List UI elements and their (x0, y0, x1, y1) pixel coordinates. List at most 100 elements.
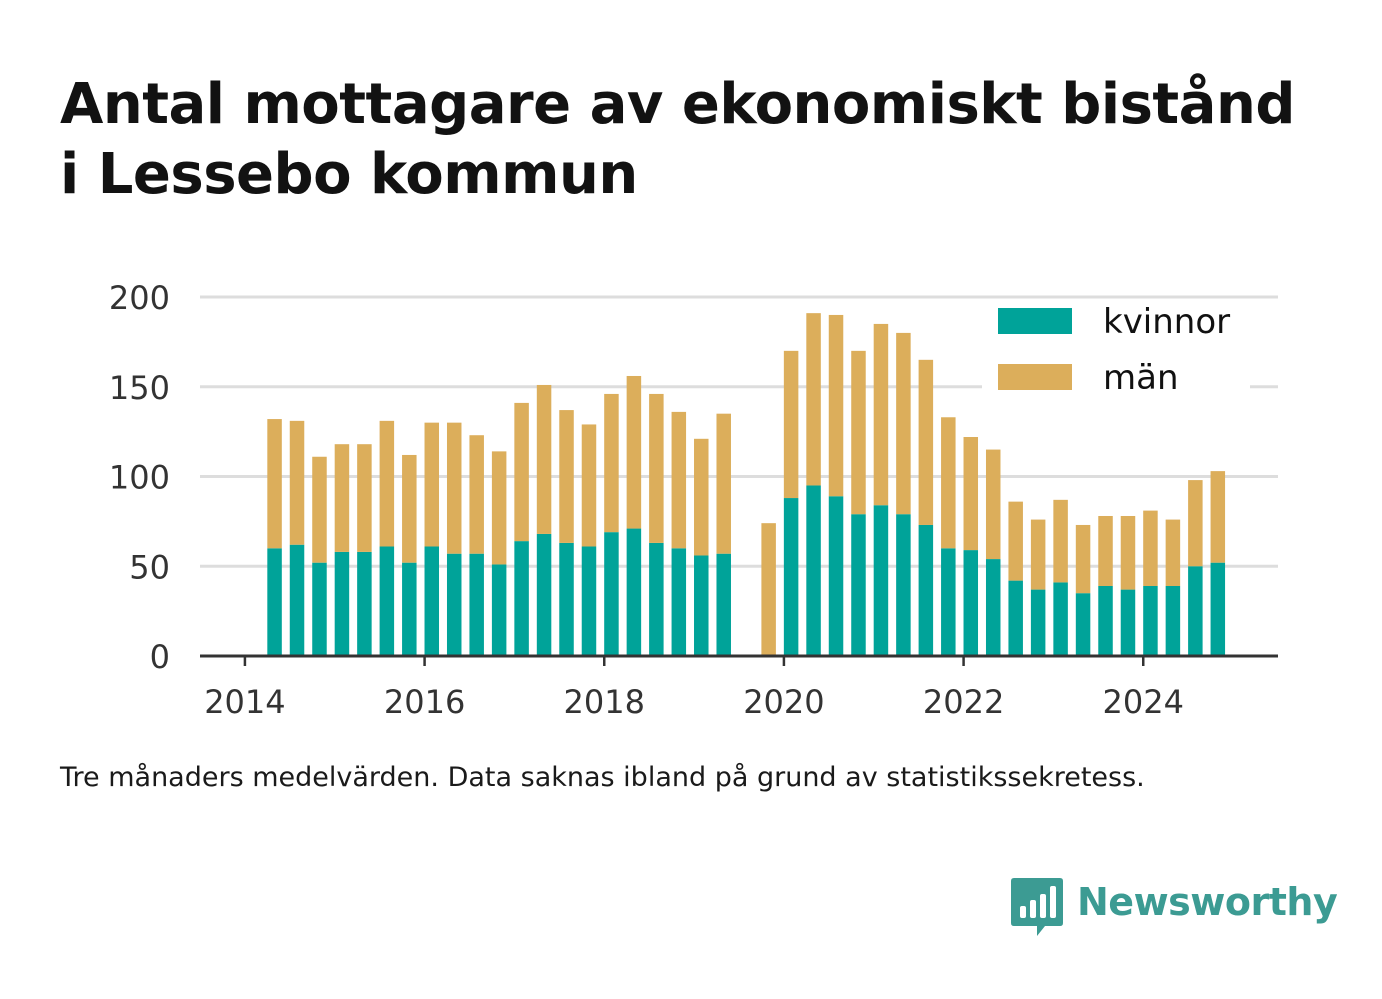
bar-kvinnor (424, 546, 440, 656)
bar-man (604, 393, 619, 533)
bar-man (1075, 524, 1091, 594)
x-tick-label: 2014 (204, 683, 285, 721)
bar-kvinnor (267, 548, 282, 656)
bar-man (469, 435, 484, 554)
bar-man (1143, 510, 1158, 586)
bar-kvinnor (469, 553, 484, 656)
bar-man (963, 437, 979, 551)
bar-man (424, 422, 440, 547)
bar-man (851, 350, 866, 515)
bar-kvinnor (828, 496, 844, 656)
bar-kvinnor (716, 553, 731, 656)
bar-kvinnor (334, 551, 350, 656)
bar-man (806, 313, 821, 486)
bar-kvinnor (289, 544, 305, 656)
bar-man (1053, 499, 1068, 583)
bar-kvinnor (559, 542, 574, 656)
bar-man (716, 413, 731, 554)
bar-man (671, 411, 687, 549)
y-tick-label: 50 (129, 548, 170, 586)
bar-man (649, 393, 664, 543)
bar-kvinnor (357, 551, 372, 656)
bar-man (783, 350, 799, 499)
bar-kvinnor (604, 532, 619, 656)
legend-label: kvinnor (1103, 302, 1230, 342)
bar-man (357, 444, 372, 552)
brand-name: Newsworthy (1077, 880, 1338, 924)
bar-kvinnor (1030, 589, 1046, 656)
bar-man (1120, 515, 1136, 590)
bar-kvinnor (873, 505, 889, 656)
bar-kvinnor (941, 548, 956, 656)
bar-chart-speech-bubble-icon (1011, 878, 1063, 936)
y-tick-label: 200 (109, 279, 170, 317)
bar-kvinnor (671, 548, 687, 656)
legend-swatch (998, 308, 1072, 334)
bar-man (267, 419, 282, 549)
chart-title: Antal mottagare av ekonomiskt bistånd i … (60, 70, 1350, 210)
bar-kvinnor (312, 562, 327, 656)
bar-man (289, 420, 305, 545)
bar-kvinnor (1188, 566, 1203, 656)
bar-man (626, 375, 642, 529)
y-tick-label: 0 (150, 638, 170, 676)
x-tick-label: 2024 (1103, 683, 1184, 721)
bar-kvinnor (806, 485, 821, 656)
bar-kvinnor (491, 564, 507, 656)
bar-kvinnor (536, 533, 552, 656)
bars (267, 313, 1226, 656)
bar-man (918, 359, 934, 525)
brand-logo: Newsworthy (1011, 878, 1338, 940)
bar-man (1098, 515, 1113, 586)
bar-man (1030, 519, 1046, 590)
bar-man (402, 454, 417, 563)
bar-kvinnor (783, 498, 799, 656)
bar-kvinnor (581, 546, 597, 656)
bar-man (536, 384, 552, 534)
bar-kvinnor (1098, 585, 1113, 656)
bar-kvinnor (963, 550, 979, 656)
bar-kvinnor (1120, 589, 1136, 656)
chart-note: Tre månaders medelvärden. Data saknas ib… (60, 762, 1145, 793)
bar-man (1165, 519, 1181, 586)
bar-man (828, 314, 844, 497)
bar-kvinnor (1075, 593, 1091, 656)
bar-kvinnor (985, 559, 1001, 656)
x-tick-label: 2020 (743, 683, 824, 721)
axes: 0 50 100 150 200 2014 2016 2018 2020 2022 2024 (109, 279, 1278, 721)
x-tick-label: 2018 (564, 683, 645, 721)
legend-label: män (1103, 358, 1179, 398)
bar-kvinnor (402, 562, 417, 656)
bar-man (514, 402, 529, 542)
bar-kvinnor (446, 553, 462, 656)
bar-man (1008, 501, 1023, 581)
bar-man (761, 523, 776, 656)
title-line-2: i Lessebo kommun (60, 142, 638, 207)
bar-man (559, 410, 574, 543)
bar-man (941, 417, 956, 549)
bar-man (985, 449, 1001, 560)
title-line-1: Antal mottagare av ekonomiskt bistånd (60, 72, 1295, 137)
bar-kvinnor (1165, 585, 1181, 656)
bar-kvinnor (626, 528, 642, 656)
bar-kvinnor (379, 546, 395, 656)
bar-man (873, 323, 889, 506)
bar-man (1188, 480, 1203, 567)
bar-man (334, 444, 350, 552)
bar-kvinnor (1210, 562, 1226, 656)
bar-kvinnor (1053, 582, 1068, 656)
bar-man (1210, 471, 1226, 563)
x-tick-label: 2022 (923, 683, 1004, 721)
bar-man (379, 420, 395, 547)
bar-kvinnor (694, 555, 709, 656)
bar-man (694, 438, 709, 556)
bar-kvinnor (514, 541, 529, 656)
y-tick-label: 150 (109, 369, 170, 407)
y-tick-label: 100 (109, 459, 170, 497)
bar-kvinnor (1143, 585, 1158, 656)
bar-kvinnor (896, 514, 911, 656)
x-tick-label: 2016 (384, 683, 465, 721)
legend-swatch (998, 364, 1072, 390)
bar-man (896, 332, 911, 515)
